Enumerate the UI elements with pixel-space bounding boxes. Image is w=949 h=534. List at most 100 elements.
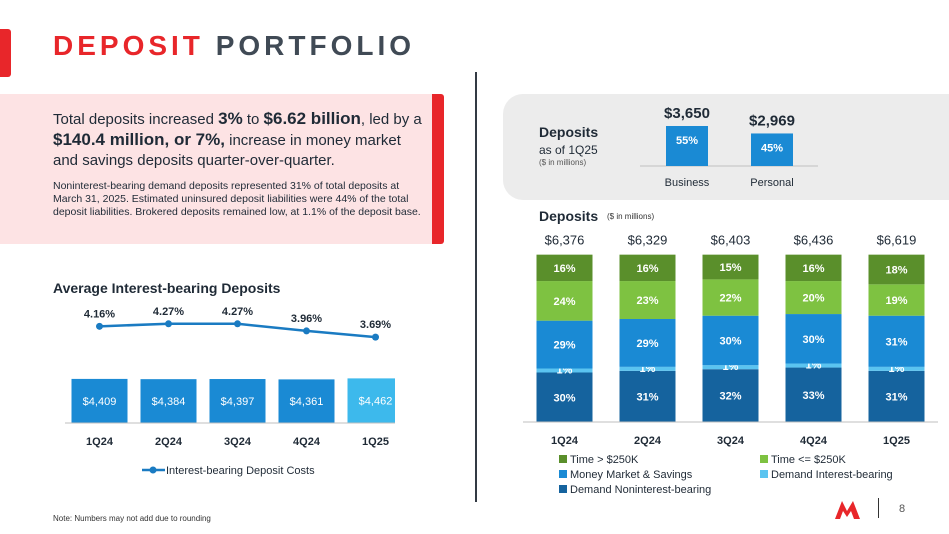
summary-panel-accent bbox=[432, 94, 444, 244]
vertical-divider bbox=[475, 72, 477, 502]
stack-chart-title: Deposits bbox=[539, 208, 599, 224]
header-accent-tab bbox=[0, 29, 11, 77]
snapshot-title: Deposits bbox=[539, 124, 599, 140]
x-tick-label: 1Q24 bbox=[86, 436, 114, 448]
x-tick-label: 3Q24 bbox=[717, 435, 745, 447]
snapshot-unit: ($ in millions) bbox=[539, 158, 587, 167]
stack-segment-dn bbox=[702, 369, 759, 422]
stack-segment-time_le bbox=[785, 281, 842, 315]
stack-segment-dn bbox=[536, 372, 593, 422]
legend-label: Money Market & Savings bbox=[570, 469, 693, 481]
stack-segment-label: 31% bbox=[636, 391, 658, 403]
stack-segment-label: 31% bbox=[885, 336, 907, 348]
deposit-cost-point bbox=[372, 333, 379, 341]
stack-segment-time_gt bbox=[868, 254, 925, 285]
summary-text: , led by a bbox=[360, 111, 422, 128]
stack-segment-mm bbox=[785, 314, 842, 364]
avg-deposit-bar-label: $4,462 bbox=[359, 396, 393, 408]
stack-total-label: $6,436 bbox=[794, 233, 834, 248]
summary-headline: Total deposits increased 3% to $6.62 bil… bbox=[53, 109, 425, 171]
legend-swatch bbox=[559, 470, 567, 478]
stack-segment-label: 29% bbox=[553, 340, 575, 352]
snapshot-value-label: $2,969 bbox=[749, 112, 795, 129]
legend-label: Interest-bearing Deposit Costs bbox=[166, 465, 315, 477]
page-number: 8 bbox=[899, 503, 906, 515]
footer-separator bbox=[878, 498, 879, 518]
deposit-cost-label: 4.16% bbox=[84, 308, 115, 320]
snapshot-bar bbox=[751, 133, 793, 166]
page-title-accent: DEPOSIT bbox=[53, 30, 204, 61]
stack-segment-time_le bbox=[536, 281, 593, 321]
deposit-cost-label: 4.27% bbox=[153, 306, 184, 318]
avg-deposit-bar bbox=[347, 378, 395, 423]
stack-segment-label: 16% bbox=[636, 263, 658, 275]
summary-text: Total deposits increased bbox=[53, 111, 219, 128]
snapshot-category-label: Business bbox=[665, 177, 710, 189]
stack-segment-label: 31% bbox=[885, 391, 907, 403]
left-chart-title: Average Interest-bearing Deposits bbox=[53, 280, 281, 296]
x-tick-label: 4Q24 bbox=[800, 435, 828, 447]
stack-total-label: $6,329 bbox=[628, 233, 668, 248]
stack-segment-time_gt bbox=[785, 254, 842, 282]
page-title-rest: PORTFOLIO bbox=[215, 30, 416, 61]
x-tick-label: 1Q25 bbox=[362, 436, 389, 448]
stack-segment-label: 20% bbox=[802, 293, 824, 305]
x-tick-label: 3Q24 bbox=[224, 436, 252, 448]
stack-segment-time_le bbox=[702, 279, 759, 316]
stacked-deposits-chart: 30%1%29%24%16%$6,37631%1%29%23%16%$6,329… bbox=[523, 233, 938, 496]
summary-highlight: $6.62 billion bbox=[263, 109, 361, 128]
legend-swatch bbox=[760, 470, 768, 478]
avg-deposit-bar bbox=[71, 378, 128, 423]
snapshot-category-label: Personal bbox=[750, 177, 793, 189]
stack-total-label: $6,403 bbox=[711, 233, 751, 248]
stack-segment-label: 24% bbox=[553, 296, 575, 308]
avg-deposit-bar-label: $4,384 bbox=[152, 396, 186, 408]
company-logo-icon bbox=[835, 501, 860, 519]
stack-total-label: $6,376 bbox=[545, 233, 585, 248]
legend-line-marker bbox=[149, 466, 157, 474]
stack-segment-time_gt bbox=[702, 254, 759, 280]
stack-segment-label: 16% bbox=[802, 263, 824, 275]
legend-swatch bbox=[559, 485, 567, 493]
stack-segment-time_le bbox=[868, 284, 925, 316]
stack-segment-di bbox=[868, 366, 925, 371]
snapshot-share-label: 55% bbox=[676, 135, 698, 147]
stack-segment-label: 23% bbox=[636, 295, 658, 307]
stack-segment-mm bbox=[619, 319, 676, 367]
deposit-cost-point bbox=[303, 327, 310, 335]
snapshot-panel bbox=[503, 94, 949, 200]
summary-panel bbox=[0, 94, 440, 244]
x-tick-label: 1Q25 bbox=[883, 435, 910, 447]
legend-label: Time <= $250K bbox=[771, 454, 846, 466]
stack-segment-mm bbox=[702, 315, 759, 366]
stack-segment-label: 15% bbox=[719, 262, 741, 274]
stack-segment-dn bbox=[868, 370, 925, 422]
summary-detail: Noninterest-bearing demand deposits repr… bbox=[53, 180, 421, 218]
stack-segment-label: 22% bbox=[719, 293, 741, 305]
stack-segment-label: 29% bbox=[636, 338, 658, 350]
deposit-cost-label: 3.96% bbox=[291, 313, 322, 325]
stack-segment-label: 16% bbox=[553, 263, 575, 275]
snapshot-share-label: 45% bbox=[761, 142, 783, 154]
stack-segment-label: 32% bbox=[719, 391, 741, 403]
snapshot-subtitle: as of 1Q25 bbox=[539, 143, 598, 157]
legend-label: Time > $250K bbox=[570, 454, 639, 466]
deposit-cost-point bbox=[96, 322, 103, 330]
stack-segment-label: 30% bbox=[553, 392, 575, 404]
deposit-cost-label: 4.27% bbox=[222, 306, 253, 318]
interest-bearing-chart: 4.16% 4.27% 4.27% 3.96% 3.69% $4,409 $4,384 $4… bbox=[65, 306, 395, 477]
deposit-cost-point bbox=[165, 320, 172, 328]
stack-segment-dn bbox=[785, 367, 842, 422]
stack-segment-dn bbox=[619, 370, 676, 422]
stack-segment-label: 30% bbox=[719, 335, 741, 347]
avg-deposit-bar-label: $4,397 bbox=[221, 396, 255, 408]
x-tick-label: 2Q24 bbox=[155, 436, 183, 448]
avg-deposit-bar bbox=[140, 379, 197, 423]
stack-segment-time_gt bbox=[536, 254, 593, 282]
avg-deposit-bar bbox=[278, 379, 335, 423]
stack-segment-di bbox=[702, 365, 759, 370]
footnote: Note: Numbers may not add due to roundin… bbox=[53, 514, 211, 523]
stack-total-label: $6,619 bbox=[877, 233, 917, 248]
deposit-cost-point bbox=[234, 320, 241, 328]
page-title: DEPOSIT PORTFOLIO bbox=[53, 30, 415, 62]
